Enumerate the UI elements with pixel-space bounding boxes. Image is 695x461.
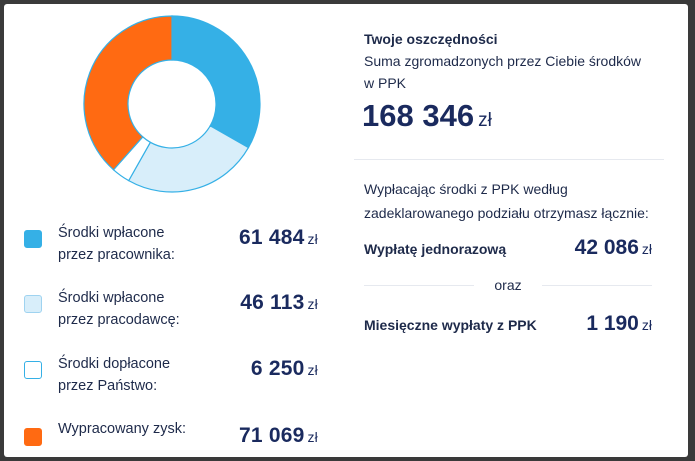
- legend-item-employer: Środki wpłacone przez pracodawcę: 46 113…: [4, 287, 334, 337]
- savings-heading: Twoje oszczędności: [364, 31, 498, 47]
- separator-oraz: oraz: [494, 277, 522, 293]
- legend-label-line1: Środki wpłacone: [58, 225, 165, 241]
- legend-label: Środki wpłacone przez pracodawcę:: [58, 287, 180, 331]
- legend-amount: 46 113 zł: [240, 291, 318, 315]
- currency: zł: [478, 110, 492, 131]
- payout-info: Wypłacając środki z PPK według zadeklaro…: [364, 181, 649, 221]
- amount-value: 46 113: [240, 291, 305, 314]
- legend-swatch: [24, 295, 42, 313]
- amount-value: 61 484: [239, 226, 305, 249]
- legend-label-line1: Środki dopłacone: [58, 356, 171, 372]
- legend-amount: 61 484 zł: [239, 226, 318, 250]
- total-amount: 168 346: [362, 98, 475, 133]
- currency: zł: [641, 317, 652, 333]
- donut-slice-3: [83, 15, 173, 171]
- legend-amount: 6 250 zł: [251, 357, 318, 381]
- amount-value: 1 190: [586, 312, 639, 335]
- legend-item-profit: Wypracowany zysk: 71 069 zł: [4, 418, 334, 457]
- donut-slice-1: [127, 124, 250, 193]
- monthly-payout-label: Miesięczne wypłaty z PPK: [364, 317, 537, 333]
- legend-swatch: [24, 361, 42, 379]
- legend-label: Wypracowany zysk:: [58, 418, 186, 440]
- lump-sum-amount: 42 086 zł: [575, 236, 652, 260]
- lump-sum-label: Wypłatę jednorazową: [364, 241, 507, 257]
- legend-label: Środki dopłacone przez Państwo:: [58, 353, 170, 397]
- amount-value: 6 250: [250, 357, 305, 380]
- currency: zł: [307, 231, 318, 247]
- savings-donut-chart: [83, 15, 261, 193]
- amount-value: 42 086: [574, 236, 639, 259]
- donut-slice-0: [171, 15, 261, 149]
- legend-swatch: [24, 230, 42, 248]
- legend-item-state: Środki dopłacone przez Państwo: 6 250 zł: [4, 353, 334, 403]
- legend-item-employee: Środki wpłacone przez pracownika: 61 484…: [4, 222, 334, 272]
- currency: zł: [307, 296, 318, 312]
- separator-line-left: [364, 285, 474, 286]
- amount-value: 71 069: [239, 424, 305, 447]
- legend-label-line2: przez pracodawcę:: [58, 312, 180, 328]
- legend-label: Środki wpłacone przez pracownika:: [58, 222, 175, 266]
- currency: zł: [641, 241, 652, 257]
- monthly-payout-amount: 1 190 zł: [586, 312, 652, 336]
- savings-total: 168 346 zł: [362, 98, 492, 134]
- currency: zł: [307, 429, 318, 445]
- legend-amount: 71 069 zł: [239, 424, 318, 448]
- divider: [354, 159, 664, 160]
- currency: zł: [307, 362, 318, 378]
- legend-label-line1: Środki wpłacone: [58, 290, 165, 306]
- legend-label-line2: przez Państwo:: [58, 378, 158, 394]
- legend-label-line2: przez pracownika:: [58, 247, 175, 263]
- savings-description: Suma zgromadzonych przez Ciebie środków …: [364, 53, 642, 91]
- separator-line-right: [542, 285, 652, 286]
- legend-label-line1: Wypracowany zysk:: [58, 421, 186, 437]
- legend-swatch: [24, 428, 42, 446]
- savings-panel: Środki wpłacone przez pracownika: 61 484…: [4, 4, 688, 457]
